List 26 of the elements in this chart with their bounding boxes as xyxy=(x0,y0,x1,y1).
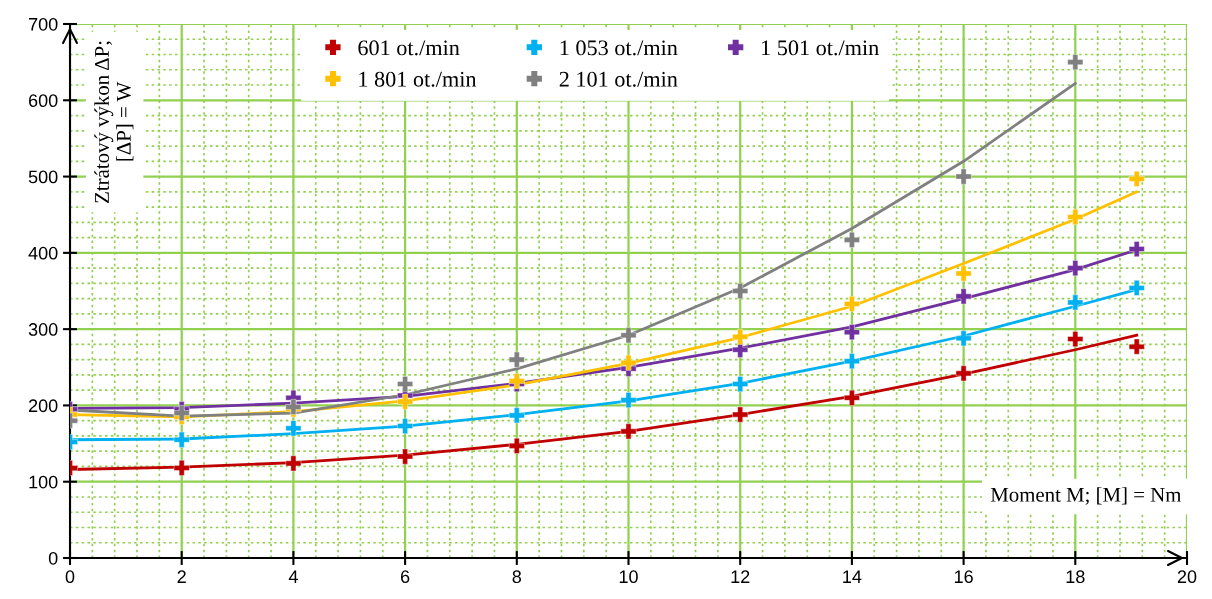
y-tick-label: 600 xyxy=(28,94,58,108)
y-axis-title: Ztrátový výkon ΔP; [ΔP] = W xyxy=(94,41,134,203)
y-tick-label: 200 xyxy=(28,399,58,413)
legend-label: 1 501 ot./min xyxy=(762,40,879,56)
x-tick-label: 0 xyxy=(65,570,75,584)
legend-label: 601 ot./min xyxy=(358,40,460,56)
y-tick-label: 300 xyxy=(28,323,58,336)
x-tick-label: 6 xyxy=(401,570,410,584)
legend-label: 1 801 ot./min xyxy=(359,71,477,87)
x-tick-label: 20 xyxy=(1177,570,1197,584)
legend-label: 2 101 ot./min xyxy=(559,71,678,87)
x-tick-label: 2 xyxy=(177,570,186,583)
y-tick-label: 100 xyxy=(29,475,58,489)
x-tick-label: 8 xyxy=(512,570,522,584)
x-tick-label: 12 xyxy=(731,570,750,583)
y-tick-label: 0 xyxy=(48,551,58,565)
x-tick-label: 18 xyxy=(1066,570,1085,584)
legend-label: 1 053 ot./min xyxy=(560,40,678,56)
x-tick-label: 10 xyxy=(619,570,638,584)
y-tick-label: 700 xyxy=(29,17,58,31)
y-tick-label: 500 xyxy=(28,170,58,184)
x-axis-title: Moment M; [M] = Nm xyxy=(990,487,1182,505)
y-tick-label: 400 xyxy=(28,246,58,260)
x-tick-label: 14 xyxy=(843,570,862,583)
x-tick-label: 16 xyxy=(954,570,973,584)
x-tick-label: 4 xyxy=(288,570,298,583)
